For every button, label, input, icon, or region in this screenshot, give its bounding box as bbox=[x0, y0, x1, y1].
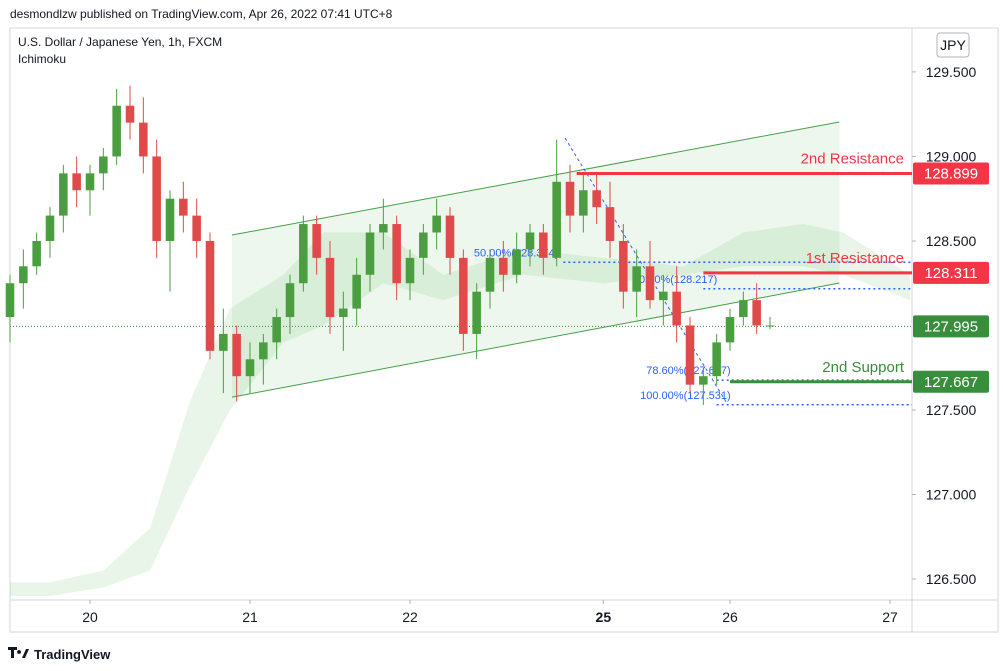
y-tick-label: 126.500 bbox=[926, 571, 977, 587]
candle-body bbox=[272, 317, 281, 343]
candle-body bbox=[552, 181, 561, 258]
candle-body bbox=[232, 333, 241, 377]
candle-body bbox=[725, 317, 735, 343]
candle-body bbox=[765, 325, 775, 327]
candle-body bbox=[485, 257, 495, 292]
candle-body bbox=[192, 215, 201, 241]
candle-body bbox=[85, 173, 95, 191]
candle-body bbox=[672, 291, 681, 326]
candle-body bbox=[632, 266, 641, 292]
x-tick-label: 25 bbox=[596, 609, 612, 625]
candle-body bbox=[365, 232, 375, 275]
candle-body bbox=[645, 266, 655, 301]
price-tag-label: 128.311 bbox=[924, 265, 977, 282]
candle-body bbox=[619, 240, 628, 292]
candle-body bbox=[325, 257, 335, 318]
candle-body bbox=[659, 291, 668, 301]
indicator-name: Ichimoku bbox=[18, 52, 66, 66]
fib-label: 100.00%(127.531) bbox=[640, 390, 731, 402]
price-tag-label: 127.667 bbox=[924, 374, 978, 391]
candle-body bbox=[392, 224, 401, 284]
candle-body bbox=[605, 207, 615, 241]
candle-body bbox=[312, 224, 321, 258]
last-price-tag bbox=[913, 315, 989, 338]
candle-body bbox=[565, 181, 575, 216]
candle-body bbox=[45, 215, 55, 241]
candle-body bbox=[259, 342, 268, 360]
candle-body bbox=[125, 105, 135, 123]
y-tick-label: 129.000 bbox=[926, 148, 977, 164]
candle-body bbox=[339, 308, 348, 318]
price-tag bbox=[913, 370, 989, 393]
brand: TradingView bbox=[34, 647, 111, 662]
candle-body bbox=[19, 266, 28, 284]
candle-body bbox=[99, 156, 108, 174]
x-tick-label: 27 bbox=[882, 609, 898, 625]
y-tick-label: 128.500 bbox=[926, 233, 977, 249]
candle-body bbox=[219, 333, 228, 351]
candle-body bbox=[419, 232, 428, 258]
candle-body bbox=[299, 224, 308, 284]
x-tick-label: 22 bbox=[402, 609, 418, 625]
candle-body bbox=[512, 249, 521, 275]
candle-body bbox=[752, 300, 761, 326]
level-name: 1st Resistance bbox=[806, 250, 904, 267]
candle-body bbox=[5, 283, 15, 318]
tradingview-logo bbox=[8, 647, 29, 658]
chart-title: U.S. Dollar / Japanese Yen, 1h, FXCM bbox=[18, 35, 222, 49]
candle-body bbox=[379, 224, 388, 233]
currency[interactable]: JPY bbox=[940, 37, 966, 53]
x-tick-label: 20 bbox=[82, 609, 98, 625]
candle-body bbox=[739, 300, 748, 318]
candle-body bbox=[32, 240, 41, 267]
candle-body bbox=[539, 232, 548, 258]
candle-body bbox=[432, 215, 441, 233]
currency-box[interactable] bbox=[936, 32, 970, 58]
candle-body bbox=[285, 283, 295, 318]
candle-body bbox=[179, 198, 188, 216]
candle-body bbox=[712, 342, 721, 377]
candle-body bbox=[445, 215, 455, 258]
y-tick-label: 129.500 bbox=[926, 64, 977, 80]
x-tick-label: 26 bbox=[722, 609, 738, 625]
candle-body bbox=[245, 359, 255, 377]
candle-body bbox=[699, 376, 708, 385]
channel-fill bbox=[232, 121, 840, 398]
level-name: 2nd Resistance bbox=[801, 151, 904, 168]
candle-body bbox=[152, 156, 161, 241]
candle-body bbox=[352, 274, 361, 309]
fib-label: 0.00%(128.217) bbox=[639, 274, 717, 286]
candle-body bbox=[579, 190, 588, 216]
price-tag-label: 128.899 bbox=[924, 166, 978, 183]
candle-body bbox=[59, 173, 68, 216]
level-name: 2nd Support bbox=[822, 359, 905, 376]
candle-body bbox=[139, 122, 148, 157]
channel-line bbox=[231, 121, 840, 236]
candle-body bbox=[592, 190, 601, 208]
candle-body bbox=[459, 257, 468, 334]
candle-body bbox=[472, 291, 481, 334]
last-price-label: 127.995 bbox=[924, 318, 978, 335]
publisher: desmondlzw published on TradingView.com,… bbox=[10, 7, 393, 21]
candle-body bbox=[165, 198, 175, 241]
channel-line bbox=[231, 282, 840, 398]
y-tick-label: 127.000 bbox=[926, 487, 977, 503]
candle-body bbox=[685, 325, 695, 385]
plot: 50.00%(128.374)0.00%(128.217)78.60%(127.… bbox=[5, 85, 912, 596]
ichimoku-cloud bbox=[10, 224, 910, 596]
candle-body bbox=[112, 105, 121, 157]
price-tag bbox=[913, 162, 989, 185]
candle-body bbox=[499, 257, 508, 275]
candle-body bbox=[405, 257, 415, 284]
x-tick-label: 21 bbox=[242, 609, 258, 625]
price-tag bbox=[913, 261, 989, 284]
y-tick-label: 127.500 bbox=[926, 402, 977, 418]
candle-body bbox=[205, 240, 215, 351]
candle-body bbox=[72, 173, 81, 191]
candle-body bbox=[525, 232, 535, 250]
